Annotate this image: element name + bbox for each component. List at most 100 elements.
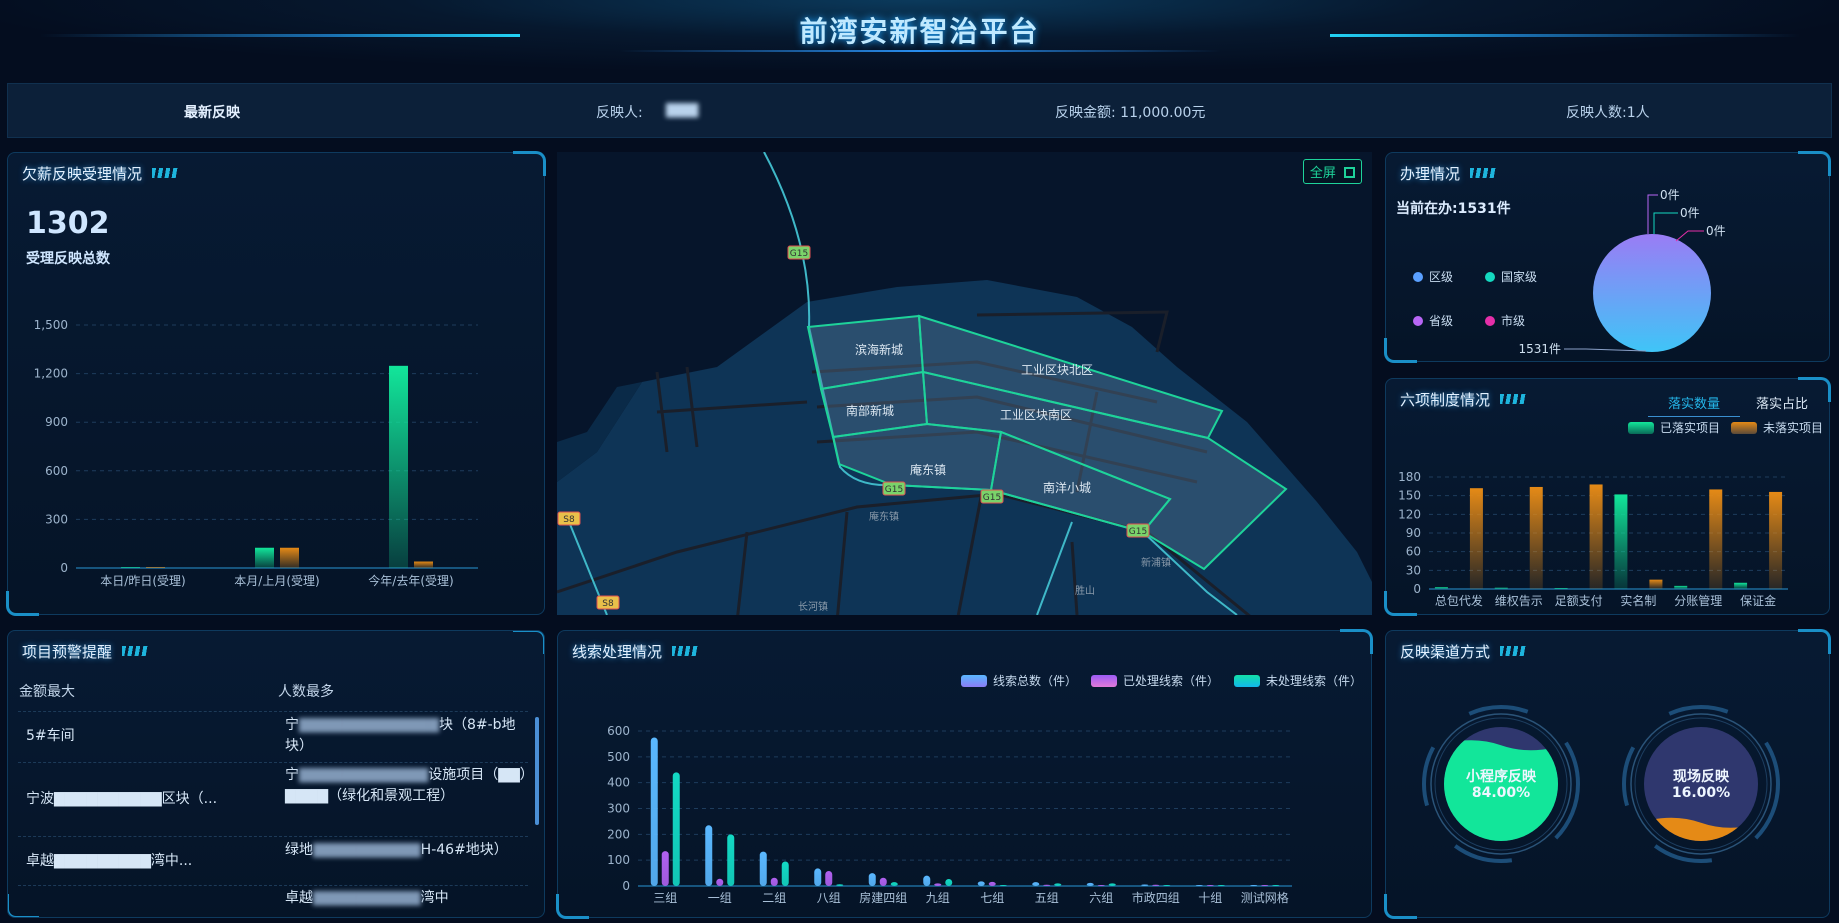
legend-implemented[interactable]: 已落实项目 (1628, 419, 1720, 436)
bar-测试网格-1 (1261, 885, 1269, 886)
page-title: 前湾安新智治平台 (799, 15, 1040, 48)
bar-测试网格-0 (1250, 885, 1258, 886)
x-tick-label: 十组 (1198, 891, 1222, 905)
gauge-ring (1422, 705, 1580, 863)
legend-processed[interactable]: 已处理线索（件） (1091, 672, 1219, 689)
table-row[interactable]: 5#车间 宁▇▇▇▇▇▇▇▇▇▇▇▇▇块（8#-b地块） (18, 712, 528, 763)
road-badge (557, 511, 581, 526)
bar-分账管理-0 (1674, 585, 1688, 589)
bar-本日/昨日(受理)-1 (146, 567, 165, 568)
y-tick-label: 60 (1406, 545, 1421, 559)
legend-not-implemented[interactable]: 未落实项目 (1731, 419, 1823, 436)
table-row[interactable]: 卓越▇▇▇▇▇▇▇▇▇▇湾中 (18, 886, 528, 917)
y-tick-label: 900 (45, 415, 68, 429)
panel-title: 线索处理情况 (572, 641, 702, 662)
bar-维权告示-1 (1529, 486, 1543, 589)
cell-amount: 宁波▇▇▇▇▇▇▇▇▇▇区块（... (26, 791, 218, 807)
col-header-amount: 金额最大 (19, 684, 75, 700)
map-region-label: 南部新城 (846, 403, 894, 418)
map-place-label: 长河镇 (798, 600, 828, 613)
channels-panel: 反映渠道方式 小程序反映 84.00% 现场反映 16.00% (1384, 629, 1831, 919)
x-tick-label: 房建四组 (859, 890, 907, 905)
bar-七组-2 (999, 885, 1007, 886)
cell-people: 绿地▇▇▇▇▇▇▇▇▇▇H-46#地块） (285, 842, 508, 858)
tab-quantity[interactable]: 落实数量 (1648, 393, 1740, 417)
title-decoration-icon (122, 646, 149, 656)
legend-national[interactable]: 国家级 (1485, 268, 1537, 285)
label-leader (1675, 230, 1704, 242)
cell-people: 宁▇▇▇▇▇▇▇▇▇▇▇▇▇块（8#-b地块） (285, 717, 516, 754)
panel-title: 欠薪反映受理情况 (22, 163, 182, 184)
bar-一组-0 (705, 825, 713, 886)
x-tick-label: 保证金 (1740, 593, 1776, 608)
fullscreen-button[interactable]: 全屏 (1302, 159, 1362, 184)
legend-district[interactable]: 区级 (1413, 268, 1453, 285)
x-tick-label: 实名制 (1620, 593, 1656, 608)
title-decoration-icon (1470, 168, 1497, 178)
bar-足额支付-0 (1554, 588, 1568, 589)
title-decoration-icon (152, 168, 179, 178)
x-tick-label: 二组 (762, 891, 786, 905)
report-count: 反映人数:1人 (1566, 105, 1650, 121)
bar-分账管理-1 (1709, 489, 1723, 589)
bar-九组-1 (934, 883, 942, 886)
x-tick-label: 市政四组 (1132, 890, 1180, 905)
y-tick-label: 1,500 (34, 318, 68, 332)
tab-ratio[interactable]: 落实占比 (1756, 397, 1809, 412)
y-tick-label: 400 (607, 776, 630, 790)
legend-province[interactable]: 省级 (1413, 312, 1453, 329)
y-tick-label: 0 (622, 879, 630, 893)
legend-unprocessed[interactable]: 未处理线索（件） (1234, 672, 1362, 689)
gauge-ring (1622, 705, 1780, 863)
road-badge (787, 245, 811, 260)
x-tick-label: 九组 (926, 891, 950, 905)
reporter-label: 反映人: (596, 105, 643, 121)
bar-总包代发-0 (1434, 587, 1448, 589)
x-tick-label: 今年/去年(受理) (368, 573, 453, 588)
y-tick-label: 600 (45, 464, 68, 478)
table-row[interactable]: 宁波▇▇▇▇▇▇▇▇▇▇区块（... 宁▇▇▇▇▇▇▇▇▇▇▇▇设施项目（▇▇）… (18, 763, 534, 837)
y-tick-label: 120 (1398, 507, 1421, 521)
legend-total[interactable]: 线索总数（件） (961, 672, 1077, 689)
bar-总包代发-1 (1469, 488, 1483, 589)
road-badge-label: G15 (1129, 527, 1147, 537)
y-tick-label: 300 (45, 512, 68, 526)
bar-三组-0 (650, 737, 658, 886)
bar-十组-0 (1195, 885, 1203, 886)
x-tick-label: 本日/昨日(受理) (100, 574, 185, 588)
y-tick-label: 150 (1398, 489, 1421, 503)
bar-六组-2 (1108, 883, 1116, 886)
table-row[interactable]: 卓越▇▇▇▇▇▇▇▇▇湾中... 绿地▇▇▇▇▇▇▇▇▇▇H-46#地块） (18, 837, 528, 886)
legend-city[interactable]: 市级 (1485, 312, 1525, 329)
pie-label: 0件 (1706, 224, 1726, 238)
bar-房建四组-1 (879, 877, 887, 886)
label-leader (1564, 348, 1647, 352)
bar-六组-0 (1086, 882, 1094, 886)
y-tick-label: 90 (1406, 526, 1421, 540)
title-decoration-icon (1500, 394, 1527, 404)
clue-bar-chart: 0 100 200 300 400 500 600 三组 一组 二组 八组 房建四组 九组 七组 五组 六组 市… (607, 724, 1292, 905)
road-badge-label: S8 (563, 515, 575, 525)
y-tick-label: 0 (1413, 582, 1421, 596)
x-tick-label: 测试网格 (1241, 890, 1289, 905)
scrollbar[interactable] (535, 717, 539, 825)
map-place-label: 新浦镇 (1141, 556, 1171, 569)
map[interactable]: 滨海新城 工业区块北区 南部新城 工业区块南区 庵东镇 南洋小城 G15 G15 G15 G15 S… (557, 152, 1372, 615)
x-tick-label: 分账管理 (1674, 593, 1722, 608)
bar-房建四组-0 (868, 873, 876, 886)
clue-panel: 线索处理情况 线索总数（件） 已处理线索（件） 未处理线索（件） 0 100 200… (556, 629, 1373, 919)
road-badge-label: S8 (602, 599, 614, 609)
bar-房建四组-2 (890, 882, 898, 886)
bar-保证金-1 (1769, 491, 1783, 589)
panel-title: 办理情况 (1400, 163, 1500, 184)
acceptance-panel: 欠薪反映受理情况 1302 受理反映总数 0 300 600 900 1,200 1,50… (6, 151, 546, 616)
bar-五组-1 (1043, 884, 1051, 886)
y-tick-label: 300 (607, 802, 630, 816)
y-tick-label: 100 (607, 853, 630, 867)
map-place-label: 胜山 (1075, 585, 1095, 597)
bar-保证金-0 (1734, 582, 1748, 589)
x-tick-label: 七组 (980, 891, 1004, 905)
x-tick-label: 本月/上月(受理) (234, 574, 319, 588)
pie-slice-区级 (1593, 234, 1711, 352)
